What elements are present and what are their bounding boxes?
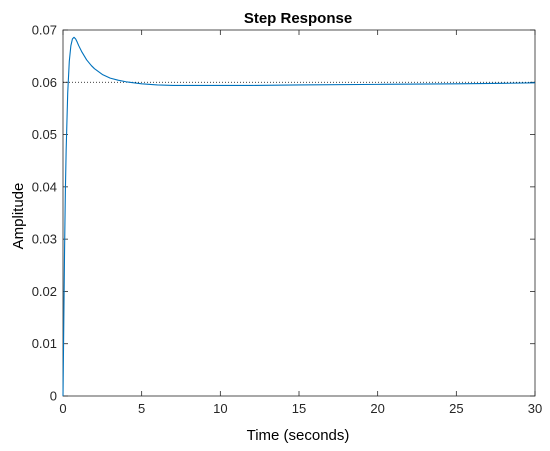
chart-title: Step Response	[244, 10, 352, 27]
y-tick-label: 0.06	[32, 75, 57, 90]
y-tick-label: 0	[50, 389, 57, 404]
y-axis-label: Amplitude	[10, 183, 27, 250]
y-tick-label: 0.07	[32, 23, 57, 38]
y-tick-label: 0.01	[32, 336, 57, 351]
x-tick-label: 25	[449, 401, 463, 416]
x-tick-label: 0	[59, 401, 66, 416]
plot-area: 0 5 10 15 20 25 30 0 0.01 0.02 0.03 0.04 0.05 0.06 0.0…	[32, 23, 543, 417]
x-tick-label: 5	[138, 401, 145, 416]
x-axis-label: Time (seconds)	[247, 427, 350, 444]
y-tick-label: 0.02	[32, 284, 57, 299]
y-tick-label: 0.05	[32, 127, 57, 142]
y-tick-label: 0.03	[32, 232, 57, 247]
axes-box	[62, 29, 536, 397]
y-tick-label: 0.04	[32, 179, 57, 194]
step-response-line	[62, 36, 536, 397]
x-tick-label: 10	[213, 401, 227, 416]
x-tick-label: 15	[292, 401, 306, 416]
x-tick-label: 30	[528, 401, 542, 416]
x-tick-label: 20	[370, 401, 384, 416]
